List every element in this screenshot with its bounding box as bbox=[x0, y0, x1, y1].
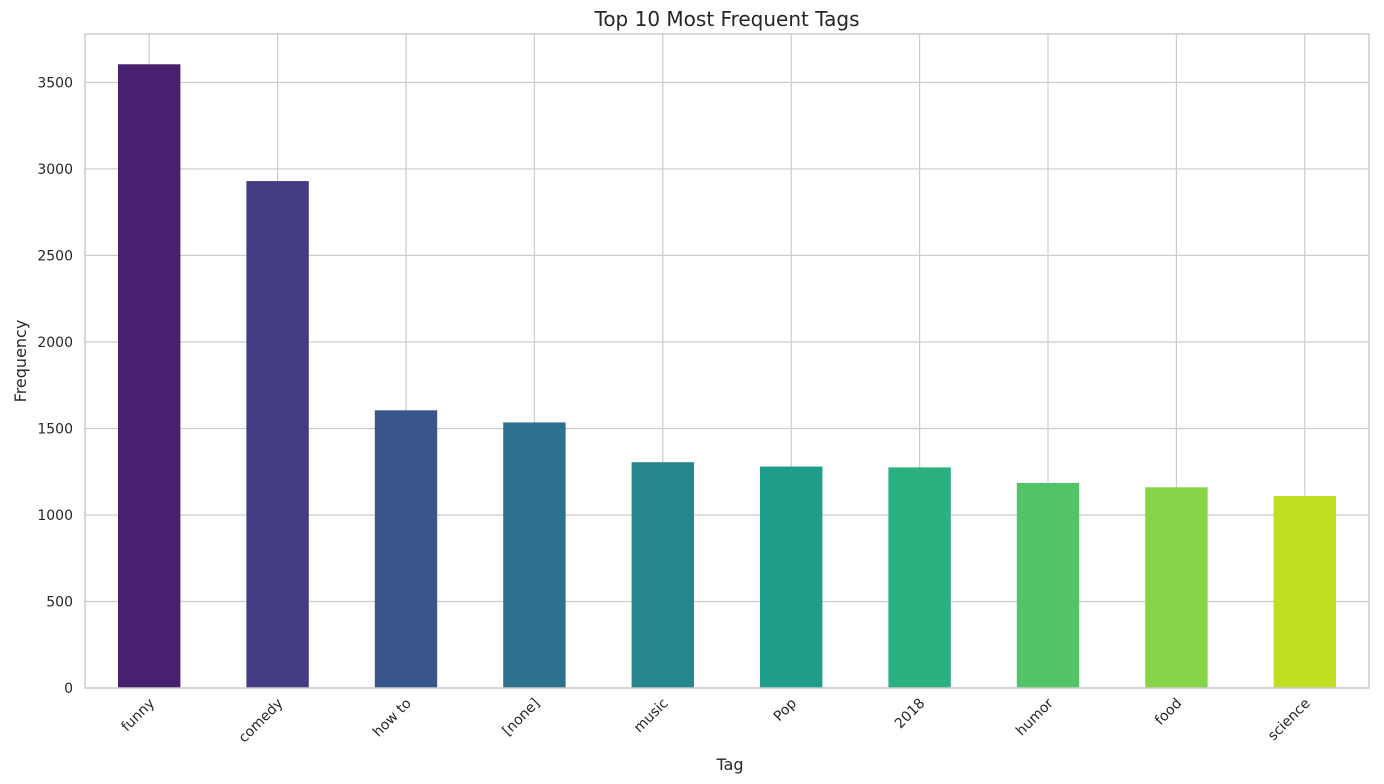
x-axis-ticks: funny comedy how to [none] music Pop 2018 humor… bbox=[119, 695, 1314, 746]
y-tick-label: 1000 bbox=[37, 508, 73, 524]
x-tick-label: science bbox=[1265, 696, 1314, 745]
bar-how-to bbox=[374, 410, 438, 688]
bar-humor bbox=[1016, 482, 1080, 688]
bar-pop bbox=[759, 466, 823, 688]
plot-area-frame bbox=[84, 33, 1370, 689]
bar-food bbox=[1145, 487, 1208, 688]
x-tick-label: 2018 bbox=[892, 696, 929, 733]
x-tick-label: humor bbox=[1013, 695, 1057, 739]
y-tick-label: 2000 bbox=[37, 335, 73, 351]
y-tick-label: 1500 bbox=[37, 421, 73, 437]
bar-comedy bbox=[246, 181, 309, 689]
y-tick-label: 0 bbox=[64, 681, 73, 697]
x-axis-label: Tag bbox=[715, 755, 743, 774]
bar-2018 bbox=[888, 467, 951, 688]
bar-science bbox=[1273, 495, 1337, 688]
y-tick-label: 2500 bbox=[37, 248, 73, 264]
x-tick-label: [none] bbox=[499, 696, 543, 740]
x-tick-label: funny bbox=[119, 696, 158, 735]
y-tick-label: 500 bbox=[46, 594, 73, 610]
bar--none- bbox=[503, 422, 566, 688]
bar-music bbox=[631, 462, 695, 688]
x-tick-label: comedy bbox=[236, 696, 287, 747]
bar-layer bbox=[117, 64, 1337, 689]
y-tick-label: 3000 bbox=[37, 162, 73, 178]
x-tick-label: music bbox=[631, 696, 672, 737]
x-tick-label: how to bbox=[370, 696, 415, 741]
x-tick-label: Pop bbox=[771, 695, 800, 724]
y-axis-ticks: 0 500 1000 1500 2000 2500 3000 3500 bbox=[37, 75, 73, 697]
x-tick-label: food bbox=[1152, 696, 1185, 729]
y-axis-label: Frequency bbox=[11, 320, 30, 403]
bar-funny bbox=[117, 64, 181, 689]
chart-title: Top 10 Most Frequent Tags bbox=[594, 7, 860, 31]
y-tick-label: 3500 bbox=[37, 75, 73, 91]
